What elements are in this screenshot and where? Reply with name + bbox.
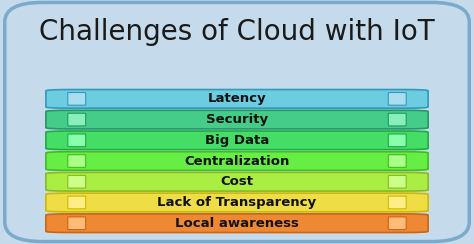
- FancyBboxPatch shape: [388, 113, 406, 126]
- FancyBboxPatch shape: [68, 155, 86, 167]
- Text: Lack of Transparency: Lack of Transparency: [157, 196, 317, 209]
- FancyBboxPatch shape: [46, 152, 428, 170]
- FancyBboxPatch shape: [46, 131, 428, 150]
- Text: Challenges of Cloud with IoT: Challenges of Cloud with IoT: [39, 18, 435, 46]
- FancyBboxPatch shape: [46, 214, 428, 233]
- FancyBboxPatch shape: [68, 196, 86, 209]
- Text: Local awareness: Local awareness: [175, 217, 299, 230]
- FancyBboxPatch shape: [68, 175, 86, 188]
- FancyBboxPatch shape: [388, 196, 406, 209]
- FancyBboxPatch shape: [46, 90, 428, 108]
- Text: Security: Security: [206, 113, 268, 126]
- Text: Centralization: Centralization: [184, 154, 290, 168]
- Text: Latency: Latency: [208, 92, 266, 105]
- Text: Cost: Cost: [220, 175, 254, 188]
- FancyBboxPatch shape: [46, 173, 428, 191]
- FancyBboxPatch shape: [68, 217, 86, 230]
- FancyBboxPatch shape: [46, 110, 428, 129]
- FancyBboxPatch shape: [388, 175, 406, 188]
- FancyBboxPatch shape: [388, 155, 406, 167]
- FancyBboxPatch shape: [388, 217, 406, 230]
- FancyBboxPatch shape: [68, 134, 86, 147]
- FancyBboxPatch shape: [46, 193, 428, 212]
- FancyBboxPatch shape: [68, 92, 86, 105]
- Text: Big Data: Big Data: [205, 134, 269, 147]
- FancyBboxPatch shape: [388, 134, 406, 147]
- FancyBboxPatch shape: [68, 113, 86, 126]
- FancyBboxPatch shape: [388, 92, 406, 105]
